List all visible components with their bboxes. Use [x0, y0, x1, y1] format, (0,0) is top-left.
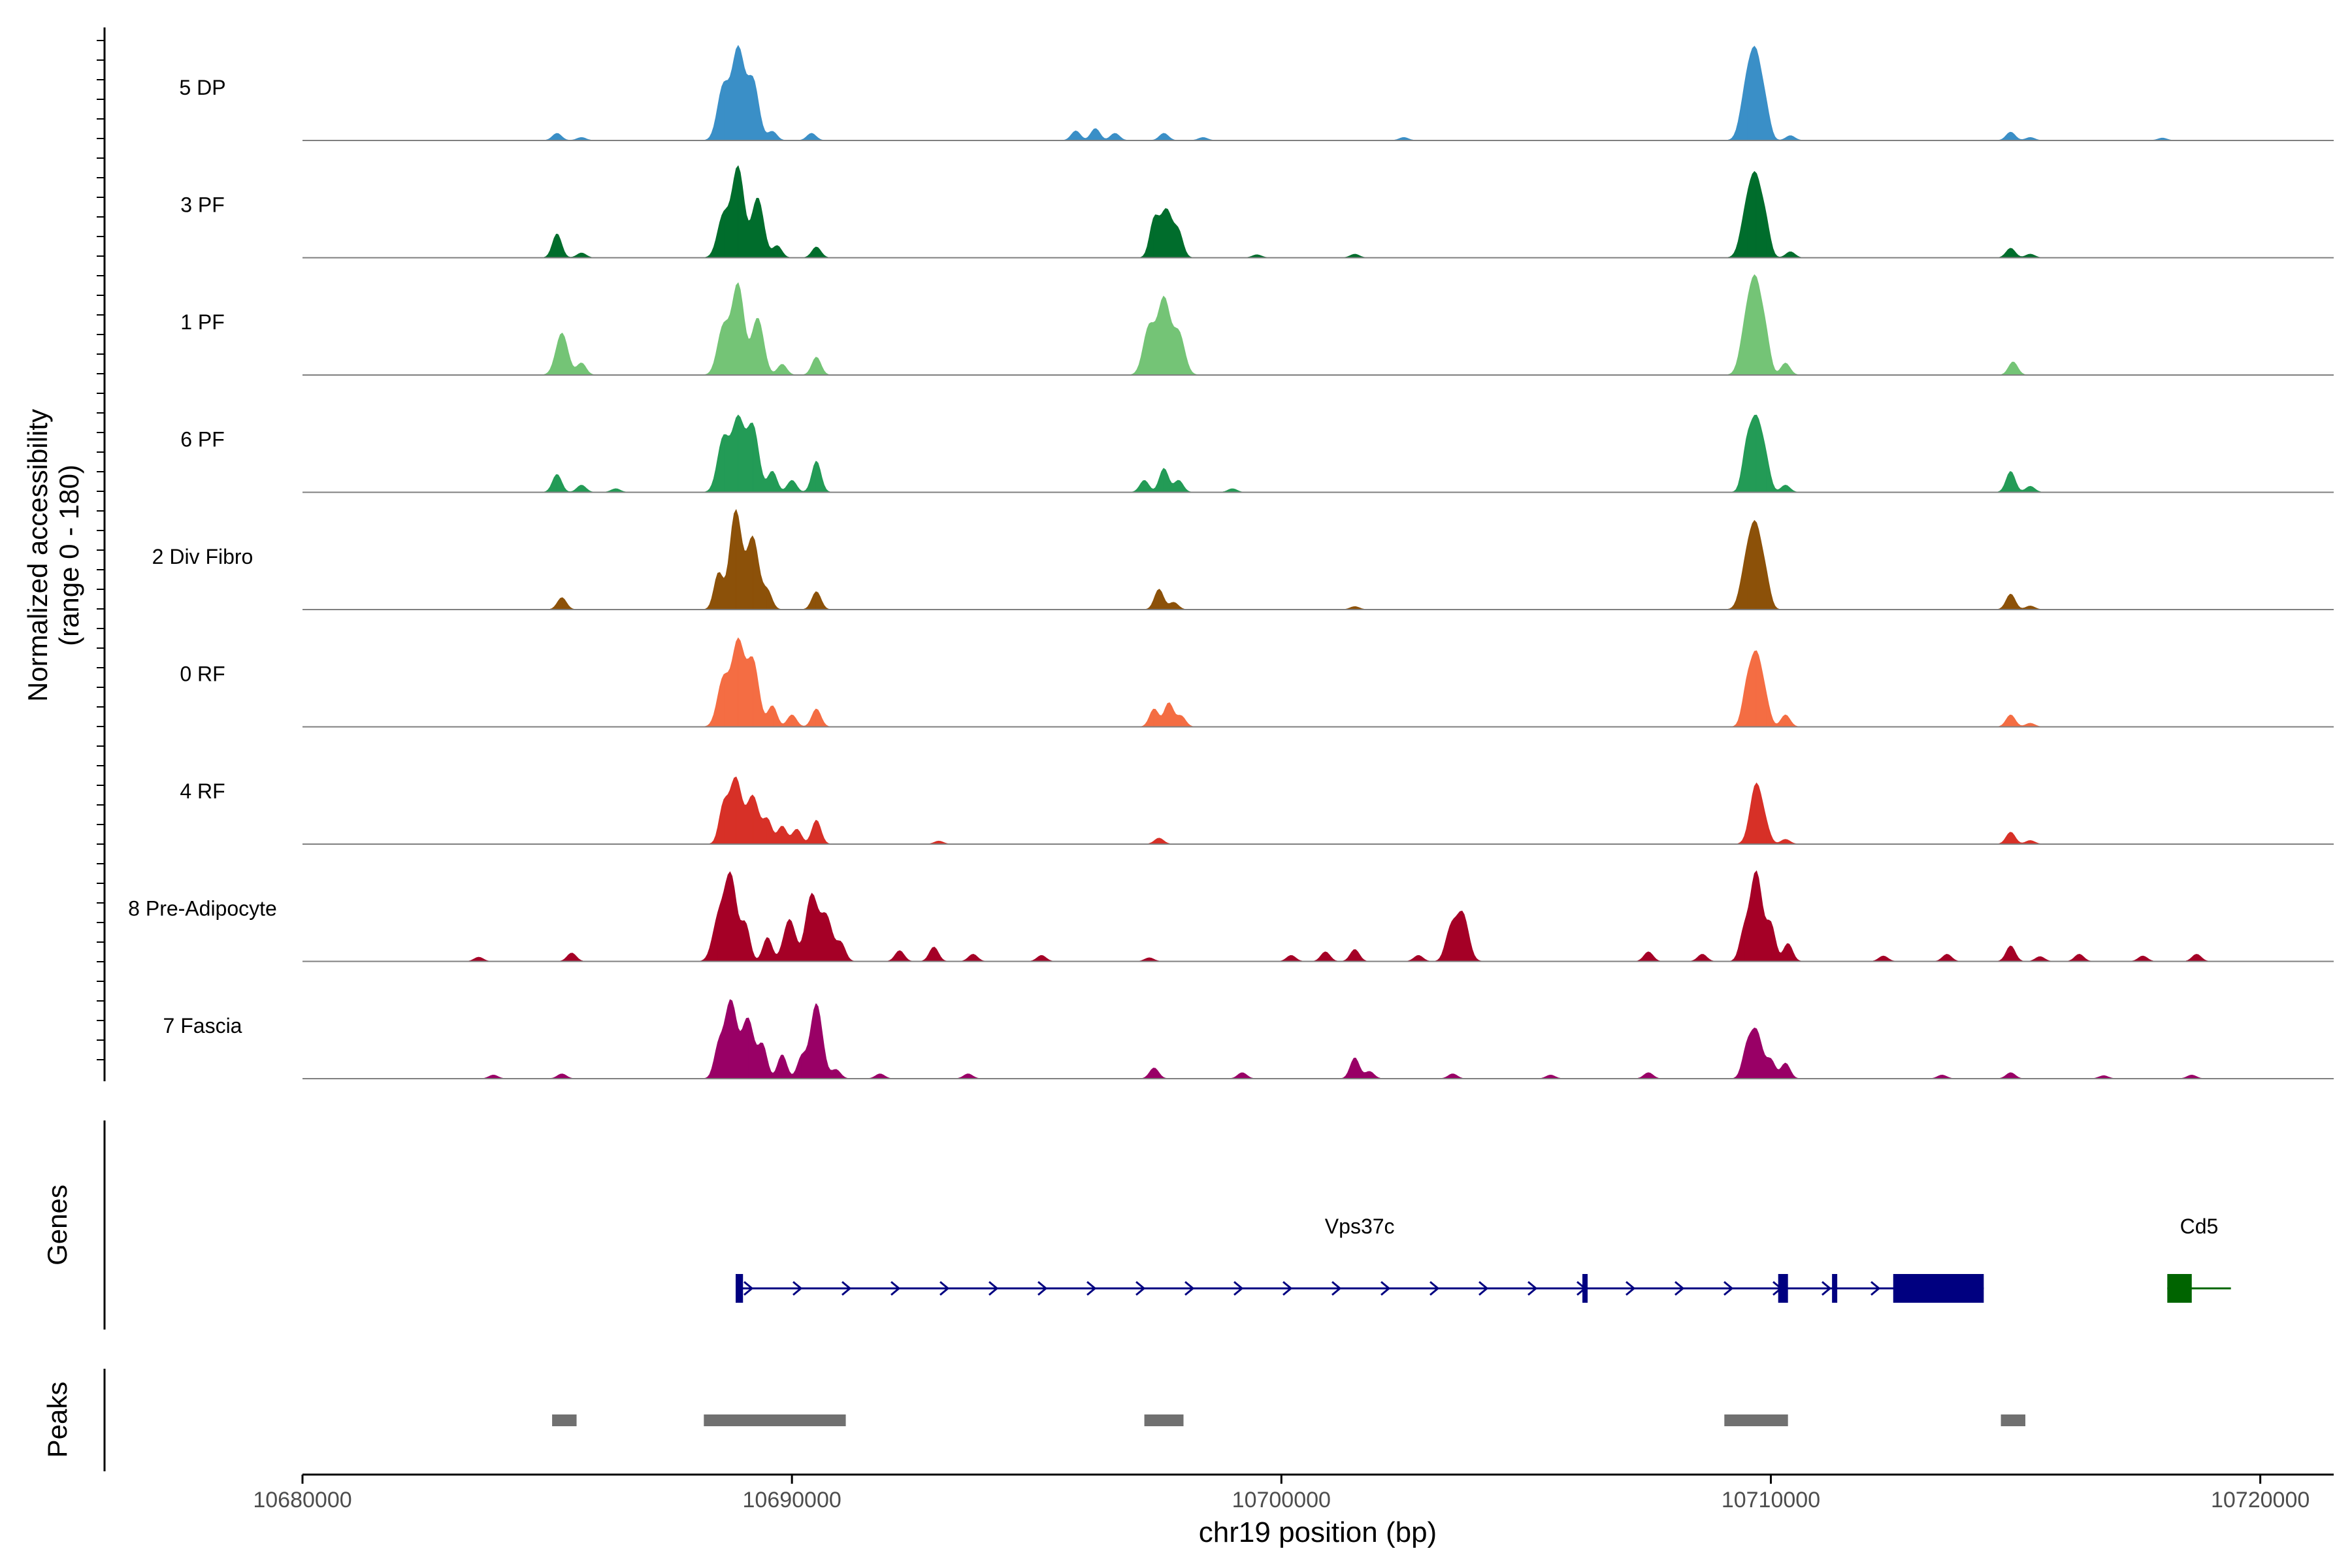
strand-arrow: [1282, 1281, 1293, 1296]
x-tick-label: 10680000: [253, 1488, 351, 1512]
x-axis-label: chr19 position (bp): [1199, 1516, 1437, 1548]
gene-name: Vps37c: [1325, 1215, 1395, 1238]
gene-exon: [2167, 1274, 2192, 1303]
track-label: 6 PF: [180, 428, 225, 451]
track-label: 8 Pre-Adipocyte: [128, 897, 277, 921]
gene-exon: [736, 1274, 743, 1303]
track-label: 7 Fascia: [163, 1014, 242, 1037]
peak-region: [1724, 1414, 1788, 1426]
strand-arrow: [1086, 1281, 1097, 1296]
strand-arrow: [1821, 1281, 1832, 1296]
strand-arrow: [1184, 1281, 1195, 1296]
coverage-track: 6 PF: [180, 414, 2334, 493]
track-label: 0 RF: [180, 662, 225, 686]
coverage-track: 0 RF: [180, 637, 2334, 728]
gene-track: Vps37c Cd5: [736, 1215, 2231, 1303]
x-tick-label: 10710000: [1722, 1488, 1820, 1512]
strand-arrow: [1331, 1281, 1342, 1296]
peak-region: [552, 1414, 577, 1426]
strand-arrow: [988, 1281, 999, 1296]
strand-arrow: [1233, 1281, 1244, 1296]
strand-arrow: [1870, 1281, 1881, 1296]
peak-track: [552, 1414, 2026, 1426]
gene: Vps37c: [736, 1215, 1984, 1303]
track-label: 2 Div Fibro: [152, 545, 253, 568]
x-tick-label: 10690000: [743, 1488, 841, 1512]
strand-arrow: [743, 1281, 754, 1296]
gene-exon: [1832, 1274, 1838, 1303]
strand-arrow: [890, 1281, 901, 1296]
coverage-y-axis-ticks: [97, 40, 105, 1060]
strand-arrow: [792, 1281, 803, 1296]
x-tick-label: 10700000: [1232, 1488, 1331, 1512]
track-label: 3 PF: [180, 193, 225, 217]
peak-region: [2001, 1414, 2026, 1426]
coverage-track: 3 PF: [180, 165, 2334, 259]
coverage-track: 8 Pre-Adipocyte: [128, 870, 2334, 962]
y-axis-label-line2: (range 0 - 180): [54, 465, 84, 646]
gene: Cd5: [2167, 1215, 2231, 1303]
peaks-panel-label: Peaks: [42, 1382, 73, 1458]
strand-arrow: [1478, 1281, 1489, 1296]
coverage-track: 7 Fascia: [163, 999, 2334, 1079]
strand-arrow: [1380, 1281, 1391, 1296]
coverage-track: 1 PF: [180, 274, 2334, 376]
gene-exon: [1778, 1274, 1788, 1303]
coverage-track: 5 DP: [179, 44, 2334, 141]
x-axis-ticks: 10680000 10690000 10700000 10710000 10720000: [253, 1475, 2310, 1512]
genes-panel-label: Genes: [42, 1184, 73, 1266]
strand-arrow: [1037, 1281, 1048, 1296]
strand-arrow: [1429, 1281, 1440, 1296]
strand-arrow: [1674, 1281, 1685, 1296]
y-axis-label: Normalized accessibility (range 0 - 180): [22, 409, 84, 702]
track-label: 4 RF: [180, 779, 225, 803]
gene-exon: [1582, 1274, 1588, 1303]
coverage-track: 4 RF: [180, 776, 2334, 845]
strand-arrow: [841, 1281, 852, 1296]
coverage-track: 2 Div Fibro: [152, 509, 2334, 610]
strand-arrow: [1527, 1281, 1538, 1296]
y-axis-label-line1: Normalized accessibility: [22, 409, 53, 702]
x-tick-label: 10720000: [2211, 1488, 2310, 1512]
track-label: 5 DP: [179, 76, 225, 99]
gene-exon: [1893, 1274, 1984, 1303]
peak-region: [1144, 1414, 1184, 1426]
strand-arrow: [1135, 1281, 1146, 1296]
gene-name: Cd5: [2180, 1215, 2219, 1238]
track-label: 1 PF: [180, 310, 225, 334]
strand-arrow: [1625, 1281, 1636, 1296]
coverage-tracks: 5 DP 3 PF 1 PF 6 PF 2 Div Fibro 0 RF 4 RF 8 Pre…: [128, 44, 2334, 1079]
peak-region: [704, 1414, 846, 1426]
strand-arrow: [939, 1281, 950, 1296]
strand-arrow: [1723, 1281, 1734, 1296]
